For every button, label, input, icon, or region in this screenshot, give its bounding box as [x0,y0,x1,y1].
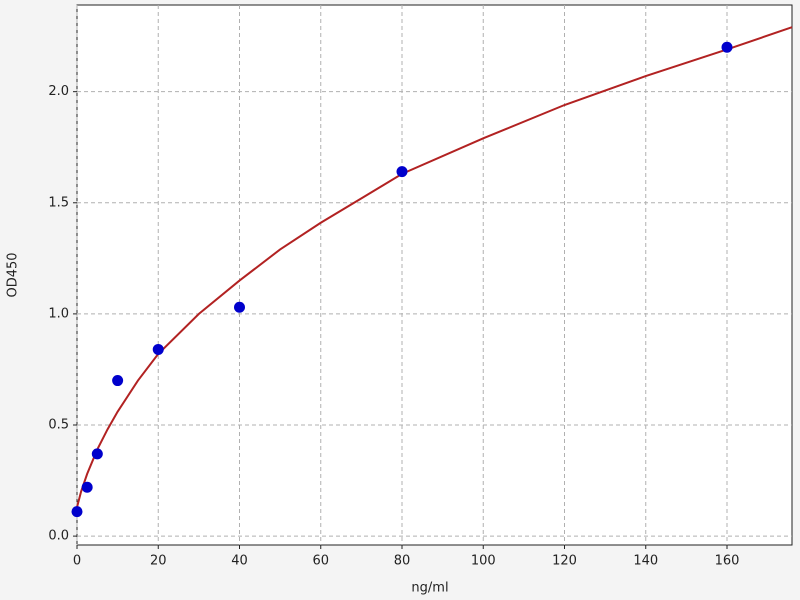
y-tick-label: 2.0 [48,84,69,99]
y-tick-label: 0.5 [48,418,69,433]
y-tick-label: 1.5 [48,195,69,210]
x-axis-label: ng/ml [411,581,448,596]
y-axis-label: OD450 [6,252,21,297]
x-tick-label: 160 [715,554,740,569]
data-point [721,41,733,53]
data-point [81,481,93,493]
y-tick-label: 0.0 [48,529,69,544]
data-point [152,343,164,355]
x-tick-label: 60 [312,554,329,569]
data-point [396,166,408,178]
x-tick-label: 80 [394,554,411,569]
plot-area [76,4,793,546]
x-tick-label: 120 [552,554,577,569]
x-tick-label: 100 [471,554,496,569]
x-tick-label: 140 [633,554,658,569]
x-tick-label: 40 [231,554,248,569]
data-point [71,506,83,518]
data-point [91,448,103,460]
x-tick-label: 20 [150,554,167,569]
data-point [112,375,124,387]
data-point [234,301,245,313]
x-tick-label: 0 [73,554,81,569]
y-tick-label: 1.0 [48,306,69,321]
